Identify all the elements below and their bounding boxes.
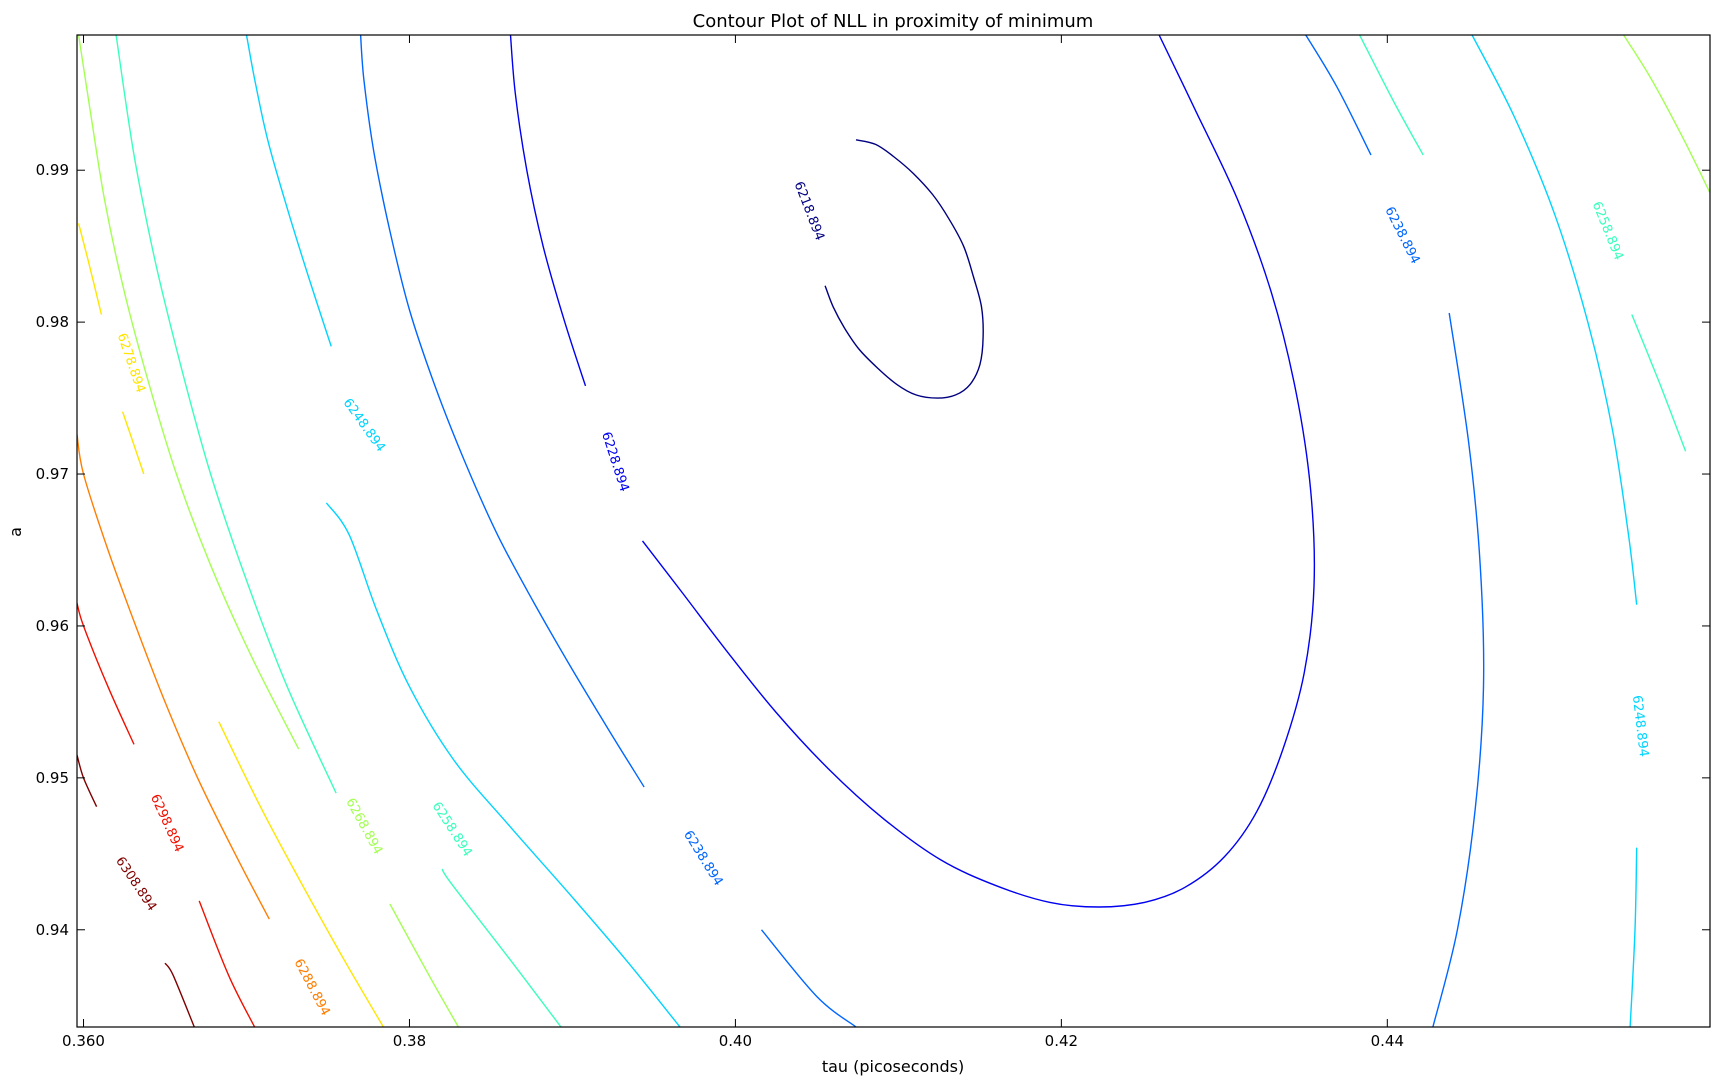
contour-lines (77, 35, 1710, 1027)
x-tick-label: 0.360 (62, 1032, 105, 1050)
contour-line-6258-894-seg3 (1631, 314, 1687, 452)
contour-line-6278-894-seg1 (121, 411, 145, 475)
contour-line-6278-894-seg0 (218, 721, 385, 1027)
y-tick-label: 0.98 (36, 313, 69, 331)
chart-title: Contour Plot of NLL in proximity of mini… (693, 11, 1094, 32)
contour-line-6218-894-seg0 (824, 139, 984, 399)
contour-line-6248-894-seg1 (245, 35, 332, 347)
contour-line-6258-894-seg1 (115, 35, 337, 794)
contour-line-6228-894-seg0 (641, 35, 1316, 908)
x-axis-label: tau (picoseconds) (822, 1057, 964, 1076)
axis-ticks: 0.360 0.38 0.40 0.42 0.44 0.94 0.95 0.96 0.97 0.9… (36, 35, 1710, 1050)
y-axis-label: a (6, 527, 25, 537)
contour-line-6228-894-seg1 (509, 35, 587, 387)
contour-line-6288-894-seg0 (77, 434, 270, 920)
contour-line-6238-894-seg0 (359, 35, 645, 788)
contour-line-6258-894-seg0 (441, 868, 562, 1027)
contour-line-6248-894-seg0 (325, 502, 681, 1027)
y-tick-label: 0.94 (36, 921, 69, 939)
x-tick-label: 0.42 (1045, 1032, 1078, 1050)
contour-line-6238-894-seg1 (760, 929, 857, 1027)
contour-line-6278-894-seg2 (77, 223, 103, 315)
y-tick-label: 0.97 (36, 465, 69, 483)
contour-line-6248-894-seg3 (1471, 35, 1638, 605)
contour-label-5: 6248.894 (1629, 695, 1651, 758)
contour-line-6248-894-seg2 (1629, 847, 1638, 1027)
plot-area-frame (76, 34, 1711, 1028)
contour-line-6268-894-seg0 (389, 903, 460, 1027)
contour-line-6258-894-seg2 (1358, 35, 1424, 156)
x-tick-label: 0.40 (719, 1032, 752, 1050)
y-tick-label: 0.96 (36, 617, 69, 635)
contour-line-6268-894-seg1 (77, 35, 300, 750)
contour-line-6298-894-seg1 (77, 603, 135, 745)
x-tick-label: 0.44 (1371, 1032, 1404, 1050)
x-tick-label: 0.38 (393, 1032, 426, 1050)
contour-line-6308-894-seg0 (164, 962, 195, 1027)
y-tick-label: 0.95 (36, 769, 69, 787)
contour-line-6298-894-seg0 (198, 900, 256, 1027)
y-tick-label: 0.99 (36, 161, 69, 179)
contour-line-6268-894-seg2 (1623, 35, 1710, 194)
contour-line-6238-894-seg2 (1432, 312, 1485, 1027)
contour-line-6238-894-seg3 (1305, 35, 1372, 156)
